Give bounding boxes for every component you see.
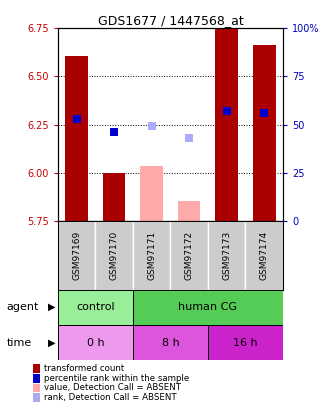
Bar <box>66 56 88 221</box>
Bar <box>170 221 208 290</box>
Point <box>261 110 267 116</box>
Point <box>224 108 229 114</box>
Text: 8 h: 8 h <box>162 338 179 347</box>
Text: rank, Detection Call = ABSENT: rank, Detection Call = ABSENT <box>44 393 176 402</box>
Bar <box>215 28 238 221</box>
Point <box>74 115 79 122</box>
Text: GSM97174: GSM97174 <box>260 230 269 280</box>
Text: agent: agent <box>7 302 39 312</box>
Point <box>149 123 154 130</box>
Text: GSM97169: GSM97169 <box>72 230 81 280</box>
Bar <box>58 325 133 360</box>
Text: 0 h: 0 h <box>87 338 104 347</box>
Point <box>187 135 192 141</box>
Bar <box>133 221 170 290</box>
Text: GSM97170: GSM97170 <box>110 230 119 280</box>
Bar <box>208 325 283 360</box>
Bar <box>95 221 133 290</box>
Text: transformed count: transformed count <box>44 364 124 373</box>
Bar <box>133 290 283 325</box>
Text: ▶: ▶ <box>48 302 55 312</box>
Bar <box>133 325 208 360</box>
Bar <box>140 166 163 221</box>
Bar <box>208 221 246 290</box>
Text: GSM97171: GSM97171 <box>147 230 156 280</box>
Bar <box>103 173 125 221</box>
Text: ▶: ▶ <box>48 338 55 347</box>
Text: 16 h: 16 h <box>233 338 258 347</box>
Bar <box>58 290 133 325</box>
Point <box>112 129 117 135</box>
Bar <box>58 221 95 290</box>
Text: time: time <box>7 338 32 347</box>
Text: GSM97172: GSM97172 <box>185 230 194 280</box>
Text: value, Detection Call = ABSENT: value, Detection Call = ABSENT <box>44 384 181 392</box>
Text: GSM97173: GSM97173 <box>222 230 231 280</box>
Bar <box>246 221 283 290</box>
Text: human CG: human CG <box>178 302 237 312</box>
Bar <box>178 200 201 221</box>
Text: percentile rank within the sample: percentile rank within the sample <box>44 374 189 383</box>
Bar <box>253 45 275 221</box>
Text: control: control <box>76 302 115 312</box>
Title: GDS1677 / 1447568_at: GDS1677 / 1447568_at <box>98 14 243 27</box>
